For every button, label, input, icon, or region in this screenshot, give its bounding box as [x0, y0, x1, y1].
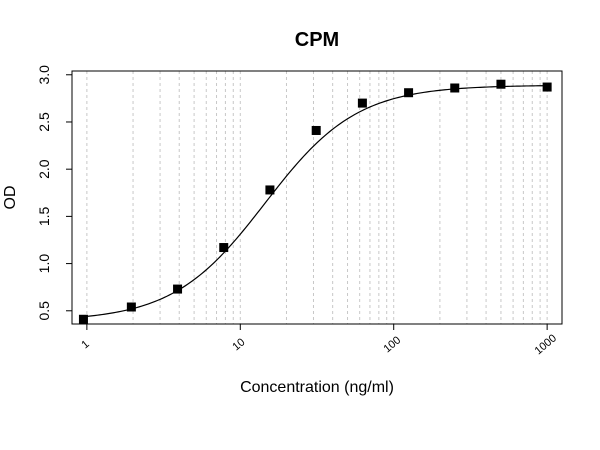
x-axis: 1 10 100 1000 — [79, 324, 559, 357]
x-tick-label: 100 — [381, 334, 403, 355]
chart-title: CPM — [295, 29, 339, 51]
fit-curve-layer — [83, 85, 548, 318]
plot-frame — [71, 70, 563, 325]
data-point — [311, 125, 321, 135]
data-point — [265, 185, 275, 195]
fit-curve — [83, 85, 548, 318]
data-point — [219, 243, 229, 253]
y-tick-label: 1.0 — [36, 254, 52, 274]
x-tick-label: 1 — [79, 338, 91, 351]
x-axis-label: Concentration (ng/ml) — [240, 379, 394, 396]
y-axis: 0.5 1.0 1.5 2.0 2.5 3.0 — [36, 65, 72, 321]
data-point — [404, 88, 414, 98]
gridlines — [86, 71, 548, 324]
data-point — [450, 83, 460, 93]
data-points — [78, 79, 552, 324]
x-tick-label: 1000 — [533, 332, 559, 357]
y-tick-label: 2.0 — [36, 159, 52, 179]
data-point — [126, 302, 136, 312]
data-point — [78, 314, 88, 324]
data-point — [357, 98, 367, 108]
data-point — [542, 82, 552, 92]
y-tick-label: 1.5 — [36, 206, 52, 226]
y-axis-label: OD — [2, 186, 19, 210]
y-tick-label: 3.0 — [36, 65, 52, 85]
data-point — [173, 284, 183, 294]
x-tick-label: 10 — [230, 336, 247, 353]
y-tick-label: 0.5 — [36, 301, 52, 321]
data-point — [496, 79, 506, 89]
y-tick-label: 2.5 — [36, 112, 52, 132]
